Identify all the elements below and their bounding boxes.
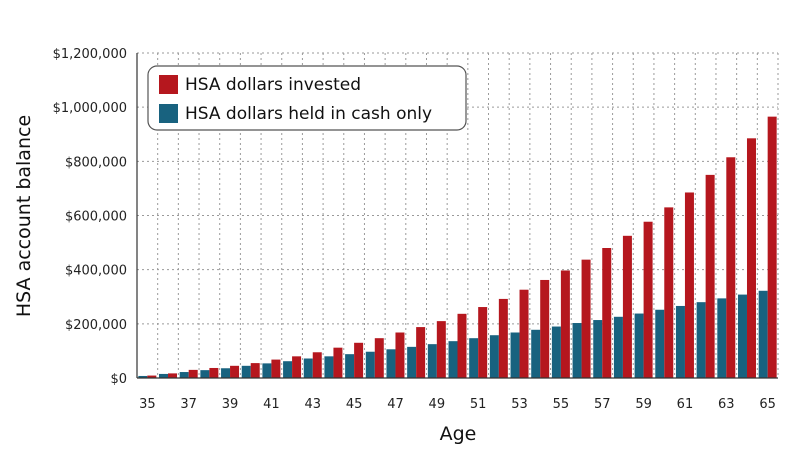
axes-layer (136, 53, 778, 379)
bar-cash-age-60 (655, 309, 665, 378)
bar-invested-age-61 (684, 192, 694, 378)
bar-invested-age-39 (230, 365, 240, 378)
bar-cash-age-56 (572, 323, 582, 378)
legend-swatch-invested (159, 75, 178, 94)
bar-invested-age-47 (395, 332, 405, 378)
y-tick-label: $1,200,000 (53, 47, 127, 62)
x-tick-label: 55 (553, 397, 570, 412)
bar-invested-age-63 (726, 157, 736, 378)
x-tick-label: 51 (470, 397, 487, 412)
bar-cash-age-57 (593, 320, 603, 378)
x-tick-label: 45 (346, 397, 363, 412)
bar-cash-age-36 (159, 373, 169, 378)
bar-invested-age-55 (560, 270, 570, 378)
bar-invested-age-36 (168, 373, 178, 378)
bar-cash-age-45 (345, 354, 355, 378)
bar-cash-age-40 (241, 365, 251, 378)
x-tick-label: 37 (180, 397, 197, 412)
x-tick-label: 53 (511, 397, 528, 412)
legend-box (147, 65, 467, 131)
grid-layer (137, 52, 779, 378)
bar-cash-age-61 (675, 305, 685, 378)
x-tick-label: 49 (429, 397, 446, 412)
bar-cash-age-58 (613, 316, 623, 378)
bar-cash-age-54 (531, 329, 541, 378)
x-tick-label: 61 (677, 397, 694, 412)
bar-cash-age-51 (469, 338, 479, 378)
bar-invested-age-49 (436, 321, 446, 378)
y-tick-label: $200,000 (65, 318, 127, 333)
bar-cash-age-52 (489, 335, 499, 378)
x-tick-label: 43 (304, 397, 321, 412)
bar-cash-age-39 (221, 368, 231, 378)
bar-invested-age-43 (312, 352, 322, 378)
bar-invested-age-48 (416, 327, 426, 378)
x-tick-label: 47 (387, 397, 404, 412)
bar-cash-age-48 (407, 346, 417, 378)
bar-cash-age-38 (200, 370, 210, 378)
y-tick-label: $1,000,000 (53, 101, 127, 116)
bar-invested-age-42 (292, 356, 302, 378)
bar-cash-age-41 (262, 363, 272, 378)
bar-cash-age-65 (758, 290, 768, 378)
bar-cash-age-55 (551, 326, 561, 378)
x-tick-label: 35 (139, 397, 156, 412)
bar-invested-age-50 (457, 313, 467, 378)
x-tick-label: 57 (594, 397, 611, 412)
bar-invested-age-52 (498, 298, 508, 378)
y-tick-label: $0 (110, 372, 127, 387)
bar-invested-age-57 (602, 248, 612, 378)
bar-cash-age-49 (427, 344, 437, 378)
y-tick-label: $400,000 (65, 264, 127, 279)
bar-invested-age-53 (519, 289, 529, 378)
bar-invested-age-65 (767, 116, 777, 378)
bar-invested-age-54 (540, 279, 550, 378)
bar-cash-age-44 (324, 356, 334, 378)
y-tick-label: $600,000 (65, 210, 127, 225)
bar-invested-age-59 (643, 221, 653, 378)
legend-label-cash: HSA dollars held in cash only (185, 104, 432, 124)
bar-cash-age-62 (696, 302, 706, 378)
bar-invested-age-35 (147, 375, 157, 378)
legend: HSA dollars invested HSA dollars held in… (147, 65, 467, 131)
bar-cash-age-37 (179, 372, 189, 378)
y-tick-label: $800,000 (65, 155, 127, 170)
x-tick-label: 41 (263, 397, 280, 412)
x-tick-label: 65 (759, 397, 776, 412)
bar-cash-age-53 (510, 332, 520, 378)
bar-invested-age-37 (188, 369, 198, 378)
bar-invested-age-64 (746, 138, 756, 378)
x-tick-label: 39 (222, 397, 239, 412)
bar-invested-age-45 (354, 342, 364, 378)
bar-cash-age-46 (365, 351, 375, 378)
legend-label-invested: HSA dollars invested (185, 75, 361, 95)
bar-invested-age-40 (250, 363, 260, 378)
bar-cash-age-64 (737, 294, 747, 378)
bar-invested-age-44 (333, 347, 343, 378)
bar-invested-age-38 (209, 367, 219, 378)
bar-invested-age-46 (374, 338, 384, 378)
bar-invested-age-51 (478, 307, 488, 378)
bar-invested-age-41 (271, 359, 281, 378)
x-axis-title: Age (440, 423, 477, 445)
bar-cash-age-47 (386, 349, 396, 378)
bar-cash-age-42 (283, 361, 293, 378)
bar-cash-age-59 (634, 313, 644, 378)
ticks-layer: $0 $200,000 $400,000 $600,000 $800,000 $1,000… (53, 47, 776, 412)
legend-swatch-cash (159, 104, 178, 123)
bars-layer (138, 116, 777, 378)
bar-cash-age-43 (303, 358, 313, 378)
bar-invested-age-62 (705, 174, 715, 378)
bar-invested-age-56 (581, 259, 591, 378)
bar-invested-age-58 (622, 235, 632, 378)
y-axis-title: HSA account balance (13, 115, 35, 317)
bar-cash-age-50 (448, 341, 458, 378)
bar-cash-age-63 (717, 298, 727, 378)
x-tick-label: 59 (635, 397, 652, 412)
bar-cash-age-35 (138, 375, 148, 378)
x-tick-label: 63 (718, 397, 735, 412)
bar-invested-age-60 (664, 207, 674, 378)
